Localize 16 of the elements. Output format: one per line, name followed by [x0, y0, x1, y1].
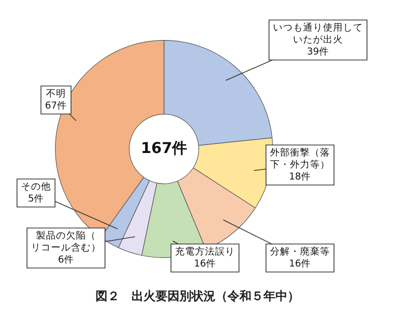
data-label: 5件 — [28, 193, 44, 204]
slice-label: 外部衝撃（落下・外力等） — [270, 146, 330, 170]
slice-label: 不明 — [46, 88, 66, 100]
slice-label: 製品の欠陥（リコール含む） — [31, 229, 101, 254]
data-label: 39件 — [306, 46, 330, 58]
data-label: 16件 — [288, 258, 312, 270]
data-label: 16件 — [194, 258, 216, 270]
data-label: 67件 — [44, 100, 68, 112]
slice-label: その他 — [21, 180, 51, 192]
data-label: 18件 — [288, 171, 312, 182]
text: 167件 — [140, 138, 188, 157]
slice-label: いつも通り使用していたが出火 — [273, 21, 363, 46]
text: 図２ 出火要因別状況（令和５年中） — [94, 288, 300, 305]
slice-label: 充電方法誤り — [175, 245, 235, 258]
data-label: 6件 — [58, 254, 74, 266]
slice-label: 分解・廃棄等 — [270, 245, 330, 258]
